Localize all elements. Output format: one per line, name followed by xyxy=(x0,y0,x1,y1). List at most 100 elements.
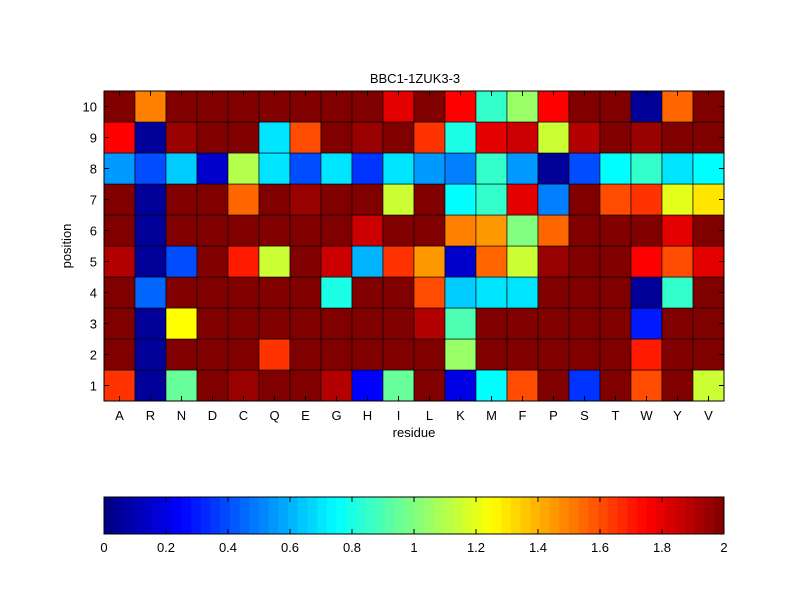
y-tick-label: 8 xyxy=(90,162,97,177)
colorbar-step xyxy=(268,497,279,534)
heatmap-cell xyxy=(599,121,632,154)
heatmap-cell xyxy=(289,214,322,247)
heatmap-cell xyxy=(599,338,632,371)
heatmap-cell xyxy=(134,276,167,309)
heatmap-cell xyxy=(692,369,725,402)
heatmap-cell xyxy=(537,245,570,278)
colorbar-step xyxy=(433,497,444,534)
colorbar-step xyxy=(142,497,153,534)
colorbar-step xyxy=(443,497,454,534)
heatmap-cell xyxy=(506,307,539,340)
heatmap-cell xyxy=(444,245,477,278)
colorbar-step xyxy=(375,497,386,534)
heatmap-cell xyxy=(568,338,601,371)
heatmap-cell xyxy=(165,307,198,340)
heatmap-cell xyxy=(289,307,322,340)
heatmap-cell xyxy=(134,369,167,402)
heatmap-cell xyxy=(661,152,694,185)
heatmap-cell xyxy=(568,121,601,154)
heatmap-cell xyxy=(537,214,570,247)
heatmap-cell xyxy=(382,307,415,340)
heatmap-cell xyxy=(537,276,570,309)
heatmap-cell xyxy=(227,121,260,154)
colorbar-step xyxy=(530,497,541,534)
heatmap-cell xyxy=(227,276,260,309)
y-tick-label: 9 xyxy=(90,131,97,146)
heatmap-cell xyxy=(444,369,477,402)
heatmap-cell xyxy=(351,152,384,185)
colorbar-step xyxy=(414,497,425,534)
heatmap-cell xyxy=(661,90,694,123)
heatmap-cell xyxy=(568,276,601,309)
colorbar-step xyxy=(491,497,502,534)
colorbar-step xyxy=(307,497,318,534)
heatmap-cell xyxy=(289,338,322,371)
heatmap-cell xyxy=(382,152,415,185)
heatmap-cell xyxy=(599,276,632,309)
heatmap-cell xyxy=(351,90,384,123)
y-tick-label: 1 xyxy=(90,379,97,394)
heatmap-cell xyxy=(475,307,508,340)
colorbar xyxy=(104,497,725,534)
heatmap-cell xyxy=(506,245,539,278)
heatmap-cell xyxy=(227,90,260,123)
heatmap-cell xyxy=(599,90,632,123)
heatmap-cell xyxy=(506,338,539,371)
heatmap-cell xyxy=(196,121,229,154)
heatmap-cell xyxy=(258,276,291,309)
heatmap-cell xyxy=(568,152,601,185)
x-tick-label: C xyxy=(239,408,248,423)
y-axis-label: position xyxy=(59,224,74,269)
heatmap-cell xyxy=(692,152,725,185)
heatmap-cell xyxy=(475,276,508,309)
heatmap-cell xyxy=(661,121,694,154)
heatmap-cell xyxy=(413,338,446,371)
heatmap-cell xyxy=(320,276,353,309)
colorbar-step xyxy=(539,497,551,534)
heatmap-cell xyxy=(258,121,291,154)
heatmap-cell xyxy=(537,121,570,154)
x-tick-label: M xyxy=(486,408,497,423)
heatmap-cell xyxy=(165,121,198,154)
heatmap-cell xyxy=(351,121,384,154)
y-tick-label: 5 xyxy=(90,255,97,270)
x-tick-label: H xyxy=(363,408,372,423)
heatmap-cell xyxy=(351,245,384,278)
x-tick-label: N xyxy=(177,408,186,423)
heatmap-cell xyxy=(382,183,415,216)
x-tick-label: F xyxy=(519,408,527,423)
colorbar-step xyxy=(346,497,357,534)
x-tick-label: T xyxy=(612,408,620,423)
heatmap-cell xyxy=(475,183,508,216)
colorbar-step xyxy=(384,497,396,534)
colorbar-step xyxy=(665,497,677,534)
heatmap-cell xyxy=(320,214,353,247)
heatmap-cell xyxy=(227,307,260,340)
colorbar-step xyxy=(220,497,231,534)
chart-title: BBC1-1ZUK3-3 xyxy=(370,71,460,86)
heatmap-cell xyxy=(351,307,384,340)
heatmap-cell xyxy=(568,369,601,402)
heatmap-cell xyxy=(320,152,353,185)
heatmap-cell xyxy=(289,121,322,154)
x-tick-label: R xyxy=(146,408,155,423)
heatmap-cell xyxy=(661,214,694,247)
x-tick-label: K xyxy=(456,408,465,423)
heatmap-cell xyxy=(196,214,229,247)
heatmap-cell xyxy=(475,245,508,278)
heatmap-cell xyxy=(692,121,725,154)
heatmap-cell xyxy=(537,338,570,371)
heatmap-cell xyxy=(289,245,322,278)
colorbar-step xyxy=(569,497,580,534)
colorbar-step xyxy=(559,497,570,534)
x-tick-label: V xyxy=(704,408,713,423)
heatmap-cell xyxy=(165,214,198,247)
colorbar-step xyxy=(259,497,270,534)
heatmap-cell xyxy=(537,307,570,340)
heatmap-cell xyxy=(134,152,167,185)
heatmap-cell xyxy=(134,183,167,216)
heatmap-cell xyxy=(134,338,167,371)
heatmap-cell xyxy=(103,245,136,278)
colorbar-step xyxy=(549,497,560,534)
